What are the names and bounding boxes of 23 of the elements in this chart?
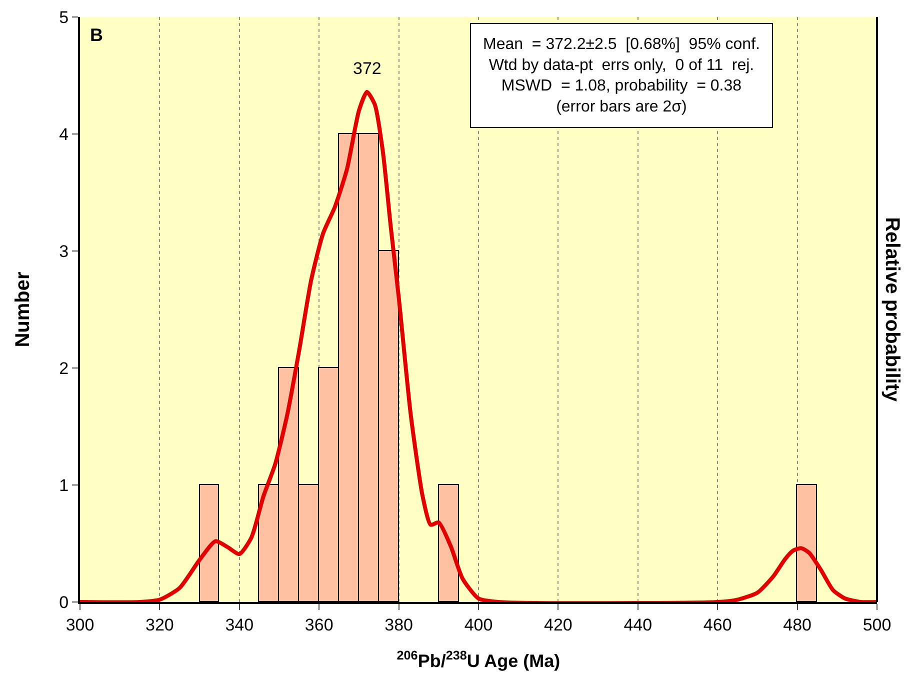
x-tick-label: 480 bbox=[783, 615, 812, 634]
x-tick-label: 300 bbox=[66, 615, 94, 634]
x-tick-label: 360 bbox=[304, 615, 334, 634]
y-tick-label: 2 bbox=[59, 358, 69, 378]
y-tick-label: 1 bbox=[59, 476, 69, 495]
x-tick-label: 380 bbox=[384, 615, 413, 634]
x-tick-label: 340 bbox=[225, 615, 254, 634]
y2-axis-title: Relative probability bbox=[880, 217, 903, 402]
y-tick-label: 3 bbox=[59, 242, 69, 261]
x-tick-label: 320 bbox=[146, 615, 174, 634]
x-tick-label: 420 bbox=[544, 615, 572, 634]
annotation: 372 bbox=[353, 59, 382, 78]
annotation: B bbox=[90, 25, 103, 45]
y-tick-label: 0 bbox=[59, 592, 69, 612]
y-tick-label: 5 bbox=[59, 8, 69, 27]
x-tick-label: 460 bbox=[703, 615, 732, 634]
x-tick-label: 500 bbox=[862, 615, 892, 634]
y-tick-label: 4 bbox=[59, 124, 69, 144]
x-tick-label: 400 bbox=[464, 615, 493, 634]
annotation: Mean = 372.2±2.5 [0.68%] 95% conf. Wtd by data-pt errs only, 0 of 11 rej. MSWD = 1.08, probability = 0.38 (error bars are 2σ) bbox=[483, 36, 760, 116]
x-tick-label: 440 bbox=[624, 615, 652, 634]
y-axis-title: Number bbox=[12, 272, 34, 348]
x-axis-title: $^{206}$Pb/$^{238}$U Age (Ma) bbox=[396, 648, 560, 671]
